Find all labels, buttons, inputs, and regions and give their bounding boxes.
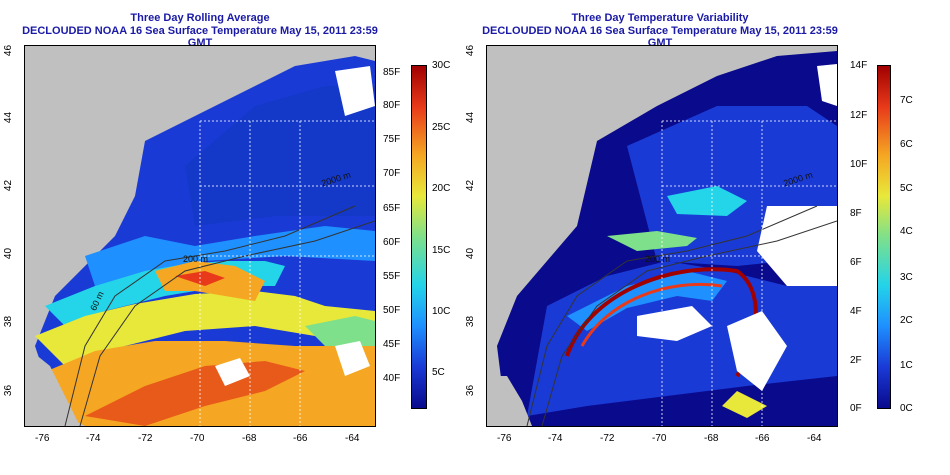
right-variability-map[interactable]: 200 m 2000 m (486, 45, 838, 427)
left-xtick: -74 (86, 433, 101, 444)
left-xtick: -64 (345, 433, 360, 444)
right-map-svg (487, 46, 837, 426)
left-xtick: -66 (293, 433, 308, 444)
left-cbar-c: 20C (432, 183, 451, 194)
left-ytick: 40 (3, 247, 15, 260)
right-cbar-c: 2C (900, 315, 913, 326)
left-xtick: -72 (138, 433, 153, 444)
left-xtick: -70 (190, 433, 205, 444)
left-ytick: 42 (3, 179, 15, 192)
right-cbar-f: 0F (850, 403, 862, 414)
left-contour-label-200m: 200 m (183, 254, 209, 264)
right-xtick: -68 (704, 433, 719, 444)
right-cbar-c: 0C (900, 403, 913, 414)
left-colorbar (411, 65, 427, 409)
left-cbar-f: 60F (383, 237, 401, 248)
right-colorbar (877, 65, 891, 409)
left-ytick: 38 (3, 315, 15, 328)
left-ytick: 44 (3, 111, 15, 124)
left-cbar-f: 40F (383, 373, 401, 384)
right-cbar-f: 8F (850, 208, 862, 219)
left-cbar-c: 10C (432, 306, 451, 317)
right-cbar-f: 14F (850, 60, 868, 71)
right-cbar-c: 7C (900, 95, 913, 106)
right-xtick: -66 (755, 433, 770, 444)
left-cbar-f: 75F (383, 134, 401, 145)
left-cbar-c: 30C (432, 60, 451, 71)
right-cbar-c: 3C (900, 272, 913, 283)
left-cbar-c: 15C (432, 245, 451, 256)
right-cbar-c: 1C (900, 360, 913, 371)
left-cbar-f: 85F (383, 67, 401, 78)
right-xtick: -72 (600, 433, 615, 444)
left-cbar-c: 5C (432, 367, 445, 378)
left-ytick: 46 (3, 44, 15, 57)
right-ytick: 42 (465, 179, 477, 192)
right-ytick: 38 (465, 315, 477, 328)
right-title-line1: Three Day Temperature Variability (571, 12, 749, 24)
right-cbar-c: 6C (900, 139, 913, 150)
right-ytick: 46 (465, 44, 477, 57)
right-cbar-f: 12F (850, 110, 868, 121)
right-cbar-c: 5C (900, 183, 913, 194)
left-cbar-f: 50F (383, 305, 401, 316)
left-map-svg (25, 46, 375, 426)
left-cbar-f: 80F (383, 100, 401, 111)
right-cbar-f: 2F (850, 355, 862, 366)
left-cbar-f: 70F (383, 168, 401, 179)
right-xtick: -70 (652, 433, 667, 444)
left-title-line1: Three Day Rolling Average (130, 12, 270, 24)
right-cbar-c: 4C (900, 226, 913, 237)
right-xtick: -74 (548, 433, 563, 444)
left-cbar-f: 55F (383, 271, 401, 282)
right-ytick: 36 (465, 384, 477, 397)
right-cbar-f: 4F (850, 306, 862, 317)
right-xtick: -76 (497, 433, 512, 444)
right-xtick: -64 (807, 433, 822, 444)
right-ytick: 40 (465, 247, 477, 260)
right-contour-label-200m: 200 m (645, 254, 671, 264)
left-cbar-f: 45F (383, 339, 401, 350)
right-cbar-f: 10F (850, 159, 868, 170)
left-sst-map[interactable]: 200 m 2000 m 60 m (24, 45, 376, 427)
left-xtick: -68 (242, 433, 257, 444)
left-ytick: 36 (3, 384, 15, 397)
right-ytick: 44 (465, 111, 477, 124)
right-cbar-f: 6F (850, 257, 862, 268)
left-xtick: -76 (35, 433, 50, 444)
left-cbar-f: 65F (383, 203, 401, 214)
left-cbar-c: 25C (432, 122, 451, 133)
